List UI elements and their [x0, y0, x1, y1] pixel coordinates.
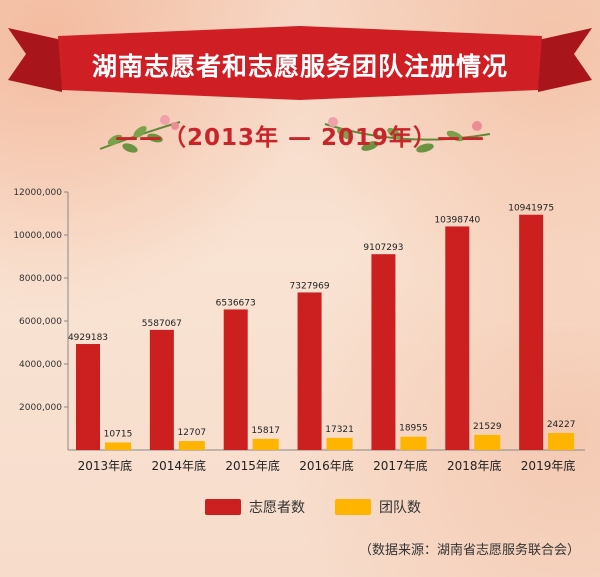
banner-ribbon-right	[538, 28, 592, 92]
y-tick-label: 6000,000	[19, 317, 62, 327]
bar-volunteers	[445, 226, 470, 450]
data-label-teams: 18955	[399, 424, 428, 434]
x-tick-label: 2016年底	[299, 458, 354, 473]
bar-teams	[474, 434, 501, 450]
bar-teams	[178, 441, 205, 450]
legend-label-teams: 团队数	[379, 500, 421, 516]
data-label-volunteers: 7327969	[290, 281, 330, 291]
bar-teams	[548, 433, 575, 450]
title-banner	[8, 26, 592, 100]
bar-teams	[326, 437, 353, 450]
laurel-right-icon	[324, 117, 491, 153]
data-label-volunteers: 6536673	[216, 298, 256, 308]
data-label-teams: 12707	[178, 428, 207, 438]
bar-volunteers	[297, 292, 322, 450]
y-tick-label: 12000,000	[13, 188, 62, 198]
data-label-teams: 15817	[251, 426, 280, 436]
data-label-volunteers: 10941975	[508, 204, 554, 214]
banner-ribbon-left	[8, 28, 62, 92]
y-tick-label: 2000,000	[19, 403, 62, 413]
bar-chart: 12000,000 10000,000 8000,000 6000,000 4000,0…	[13, 188, 585, 473]
y-tick-label: 4000,000	[19, 360, 62, 370]
bar-volunteers	[519, 214, 544, 450]
bar-teams	[400, 436, 427, 450]
data-label-teams: 24227	[547, 420, 576, 430]
data-label-volunteers: 10398740	[434, 215, 480, 225]
x-tick-label: 2013年底	[78, 458, 133, 473]
data-label-teams: 10715	[104, 429, 133, 439]
data-label-volunteers: 5587067	[142, 319, 182, 329]
bar-volunteers	[223, 309, 248, 450]
y-tick-label: 8000,000	[19, 274, 62, 284]
banner-main	[58, 26, 542, 100]
y-tick-label: 10000,000	[13, 231, 62, 241]
x-tick-label: 2019年底	[521, 458, 576, 473]
legend-label-volunteers: 志愿者数	[249, 500, 305, 516]
chart-title: 湖南志愿者和志愿服务团队注册情况	[91, 52, 508, 81]
data-label-volunteers: 4929183	[68, 333, 108, 343]
data-source: （数据来源：湖南省志愿服务联合会）	[358, 543, 580, 558]
data-label-volunteers: 9107293	[363, 243, 403, 253]
x-tick-label: 2018年底	[447, 458, 502, 473]
data-label-teams: 17321	[325, 425, 354, 435]
x-tick-label: 2017年底	[373, 458, 428, 473]
bar-teams	[252, 438, 279, 450]
chart-subtitle: ——（2013年 — 2019年）——	[114, 125, 486, 151]
bar-volunteers	[76, 344, 100, 450]
laurel-left-icon	[99, 115, 181, 153]
data-label-teams: 21529	[473, 422, 502, 432]
x-tick-label: 2015年底	[225, 458, 280, 473]
bar-teams	[105, 442, 131, 450]
x-tick-label: 2014年底	[152, 458, 207, 473]
bar-volunteers	[371, 254, 396, 450]
bar-volunteers	[149, 329, 174, 450]
legend-swatch-teams	[335, 499, 371, 515]
legend-swatch-volunteers	[205, 499, 241, 515]
legend-teams: 团队数	[335, 497, 421, 517]
legend-volunteers: 志愿者数	[205, 497, 305, 517]
